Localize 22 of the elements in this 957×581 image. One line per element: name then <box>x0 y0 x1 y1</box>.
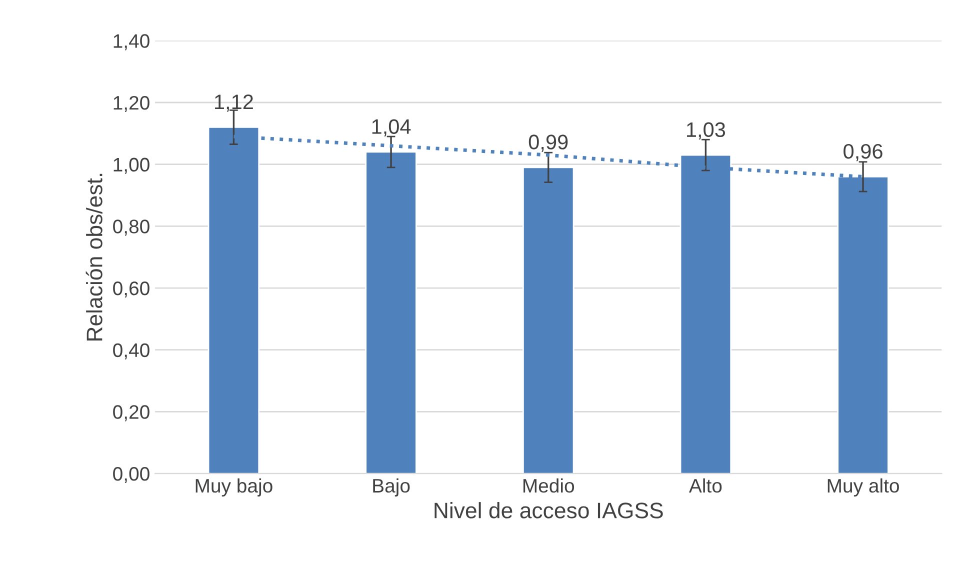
data-label: 0,96 <box>844 144 882 162</box>
bar <box>522 166 574 474</box>
data-label: 0,99 <box>528 134 568 152</box>
y-tick-label: 1,20 <box>114 96 150 112</box>
x-tick-label: Medio <box>523 478 574 493</box>
y-tick-label: 0,40 <box>113 343 150 360</box>
data-label: 1,04 <box>372 119 411 136</box>
y-tick-label: 0,00 <box>113 466 150 484</box>
x-tick-label: Muy bajo <box>196 478 272 496</box>
x-axis-title: Nivel de acceso IAGSS <box>434 502 663 518</box>
y-tick-label: 0,20 <box>113 405 150 422</box>
y-tick-label: 1,00 <box>114 158 150 174</box>
x-tick-label: Alto <box>688 478 722 493</box>
y-tick-label: 0,60 <box>113 281 150 298</box>
y-axis-title: Relación obs/est. <box>86 174 102 340</box>
data-label: 1,12 <box>215 94 253 112</box>
bar <box>365 151 417 474</box>
x-tick-label: Bajo <box>373 478 410 496</box>
y-tick-label: 1,40 <box>114 34 150 50</box>
data-label: 1,03 <box>687 122 726 140</box>
x-tick-label: Muy alto <box>828 478 899 496</box>
y-tick-label: 0,80 <box>113 220 150 236</box>
